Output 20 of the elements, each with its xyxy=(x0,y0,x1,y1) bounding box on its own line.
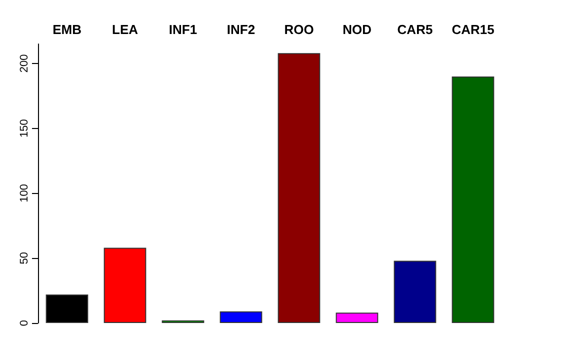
x-tick-label: NOD xyxy=(342,22,372,37)
bar xyxy=(104,248,146,323)
bar xyxy=(46,294,88,323)
bar xyxy=(452,76,494,323)
bar xyxy=(336,312,378,323)
x-tick-label: CAR5 xyxy=(397,22,433,37)
bar xyxy=(278,53,320,323)
y-tick-label: 100 xyxy=(18,184,30,202)
bar xyxy=(394,260,436,323)
y-tick-label: 200 xyxy=(18,54,30,73)
x-tick-label: CAR15 xyxy=(452,22,494,37)
bar xyxy=(220,311,262,323)
y-tick-label: 150 xyxy=(18,119,30,138)
x-tick-label: EMB xyxy=(52,22,82,37)
x-tick-label: INF2 xyxy=(226,22,256,37)
y-tick-label: 0 xyxy=(18,320,30,326)
x-tick-label: ROO xyxy=(284,22,314,37)
x-tick-label: LEA xyxy=(112,22,139,37)
x-tick-label: INF1 xyxy=(168,22,198,37)
y-tick-label: 50 xyxy=(18,252,30,264)
